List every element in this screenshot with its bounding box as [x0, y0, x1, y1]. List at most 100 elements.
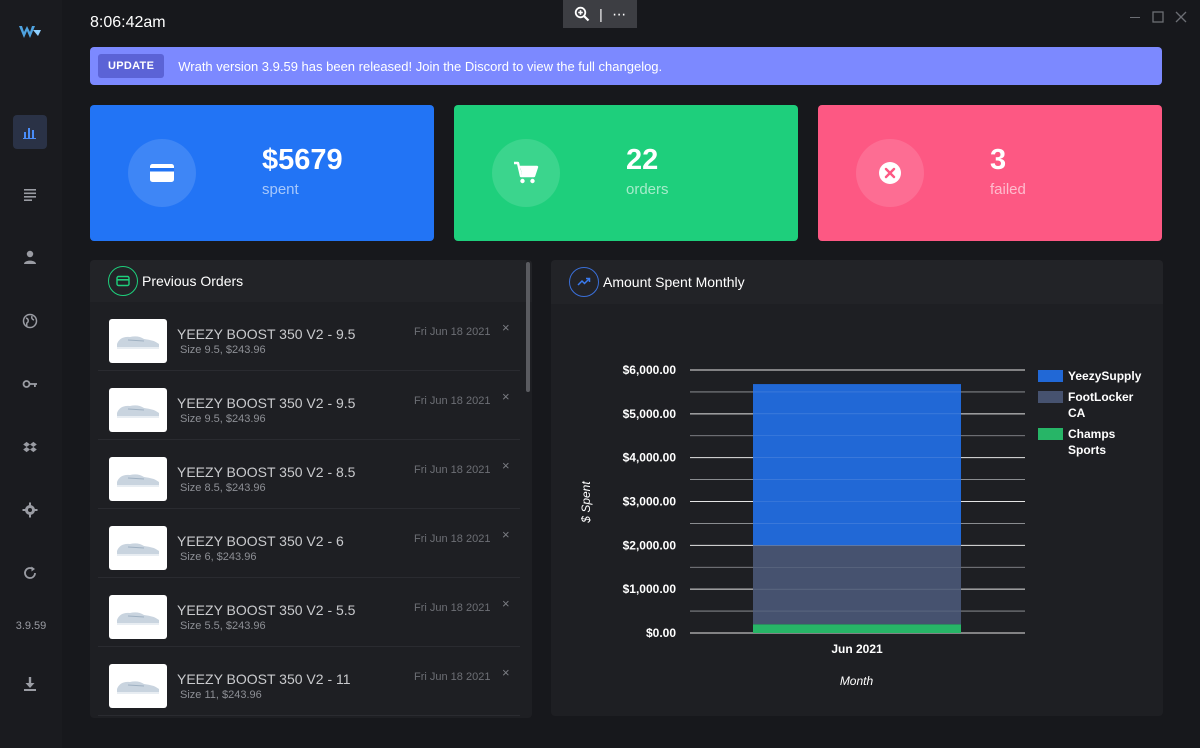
sidebar-item-proxies[interactable] [13, 304, 47, 338]
y-tick-label: $4,000.00 [623, 451, 677, 465]
remove-order-button[interactable]: × [502, 527, 510, 542]
product-thumbnail [109, 388, 167, 432]
minimize-button[interactable] [1126, 8, 1144, 26]
order-detail: Size 5.5, $243.96 [180, 620, 266, 632]
cart-icon [514, 161, 539, 184]
update-banner[interactable]: UPDATE Wrath version 3.9.59 has been rel… [90, 47, 1162, 85]
order-detail: Size 11, $243.96 [180, 689, 262, 701]
stat-card-orders: 22 orders [454, 105, 798, 241]
sidebar-item-storage[interactable] [13, 430, 47, 464]
order-date: Fri Jun 18 2021 [414, 671, 491, 683]
order-product-name: YEEZY BOOST 350 V2 - 8.5 [177, 464, 356, 480]
zoom-toolbar: | ⋯ [563, 0, 637, 28]
order-date: Fri Jun 18 2021 [414, 395, 491, 407]
sidebar: 3.9.59 [0, 0, 62, 748]
stat-card-spent: $5679 spent [90, 105, 434, 241]
order-detail: Size 9.5, $243.96 [180, 344, 266, 356]
order-date: Fri Jun 18 2021 [414, 602, 491, 614]
scrollbar-thumb[interactable] [526, 262, 530, 392]
y-tick-label: $6,000.00 [623, 363, 677, 377]
stat-label: orders [626, 181, 669, 198]
panel-title: Previous Orders [142, 273, 244, 289]
amount-spent-panel: Amount Spent Monthly $0.00 $1,000.00 $2,00… [551, 260, 1163, 716]
clock: 8:06:42am [90, 14, 166, 31]
sidebar-item-tasks[interactable] [13, 177, 47, 211]
y-tick-label: $0.00 [646, 626, 676, 640]
order-row[interactable]: YEEZY BOOST 350 V2 - 11 Size 11, $243.96 F… [98, 647, 520, 716]
order-row[interactable]: YEEZY BOOST 350 V2 - 6 Size 6, $243.96 Fri… [98, 509, 520, 578]
product-thumbnail [109, 664, 167, 708]
minimize-icon [1130, 17, 1140, 18]
close-window-button[interactable] [1172, 8, 1190, 26]
product-thumbnail [109, 595, 167, 639]
order-product-name: YEEZY BOOST 350 V2 - 9.5 [177, 326, 356, 342]
legend-label: CA [1068, 406, 1086, 420]
product-thumbnail [109, 526, 167, 570]
update-message: Wrath version 3.9.59 has been released! … [178, 58, 663, 74]
remove-order-button[interactable]: × [502, 320, 510, 335]
legend-label: Sports [1068, 443, 1106, 457]
y-tick-label: $5,000.00 [623, 407, 677, 421]
bar-segment [753, 384, 961, 546]
key-icon [22, 380, 37, 388]
maximize-icon [1152, 11, 1164, 23]
sidebar-item-check-updates[interactable] [13, 556, 47, 590]
sneaker-icon [117, 543, 159, 556]
amount-spent-chart: $0.00 $1,000.00 $2,000.00 $3,000.00 $4,000.0… [579, 363, 1142, 688]
credit-card-icon [150, 164, 174, 182]
legend-label: YeezySupply [1068, 369, 1142, 383]
stat-value: 3 [990, 144, 1007, 176]
sidebar-item-accounts[interactable] [13, 367, 47, 401]
stat-value: $5679 [262, 144, 343, 176]
remove-order-button[interactable]: × [502, 596, 510, 611]
credit-card-icon [116, 275, 130, 287]
panel-header: Amount Spent Monthly [551, 260, 1163, 304]
main-content: 8:06:42am | ⋯ UPDATE Wrath version 3.9.5… [62, 0, 1200, 748]
panel-header: Previous Orders [90, 260, 532, 302]
y-axis-label: $ Spent [579, 481, 593, 524]
remove-order-button[interactable]: × [502, 458, 510, 473]
stat-label: spent [262, 181, 299, 198]
globe-icon [22, 313, 38, 329]
remove-order-button[interactable]: × [502, 665, 510, 680]
order-detail: Size 6, $243.96 [180, 551, 257, 563]
stat-icon-circle [856, 139, 924, 207]
scrollbar-track[interactable] [526, 260, 530, 718]
sneaker-icon [117, 612, 159, 625]
close-circle-icon [879, 162, 901, 184]
sidebar-item-settings[interactable] [13, 493, 47, 527]
orders-list: YEEZY BOOST 350 V2 - 9.5 Size 9.5, $243.9… [98, 302, 520, 716]
sneaker-icon [117, 405, 159, 418]
order-row[interactable]: YEEZY BOOST 350 V2 - 9.5 Size 9.5, $243.9… [98, 371, 520, 440]
x-axis-label: Month [840, 674, 874, 688]
remove-order-button[interactable]: × [502, 389, 510, 404]
maximize-button[interactable] [1149, 8, 1167, 26]
order-detail: Size 8.5, $243.96 [180, 482, 266, 494]
order-date: Fri Jun 18 2021 [414, 326, 491, 338]
update-badge: UPDATE [98, 54, 165, 78]
order-date: Fri Jun 18 2021 [414, 464, 491, 476]
legend-swatch [1038, 370, 1063, 382]
list-icon [24, 189, 36, 201]
zoom-in-icon[interactable] [574, 6, 590, 22]
stat-label: failed [990, 181, 1026, 198]
chart-header-icon-wrap [569, 267, 599, 297]
more-options-button[interactable]: ⋯ [612, 5, 627, 22]
sneaker-icon [117, 336, 159, 349]
dropbox-icon [23, 441, 37, 453]
order-product-name: YEEZY BOOST 350 V2 - 6 [177, 533, 344, 549]
panel-title: Amount Spent Monthly [603, 274, 745, 290]
order-row[interactable]: YEEZY BOOST 350 V2 - 5.5 Size 5.5, $243.9… [98, 578, 520, 647]
sidebar-item-profiles[interactable] [13, 240, 47, 274]
order-product-name: YEEZY BOOST 350 V2 - 9.5 [177, 395, 356, 411]
legend-label: FootLocker [1068, 390, 1134, 404]
trending-up-icon [577, 277, 591, 286]
sidebar-item-download[interactable] [13, 667, 47, 701]
stat-icon-circle [128, 139, 196, 207]
order-product-name: YEEZY BOOST 350 V2 - 5.5 [177, 602, 356, 618]
sidebar-item-analytics[interactable] [13, 115, 47, 149]
refresh-icon [24, 566, 36, 579]
order-row[interactable]: YEEZY BOOST 350 V2 - 9.5 Size 9.5, $243.9… [98, 302, 520, 371]
sneaker-icon [117, 474, 159, 487]
order-row[interactable]: YEEZY BOOST 350 V2 - 8.5 Size 8.5, $243.9… [98, 440, 520, 509]
